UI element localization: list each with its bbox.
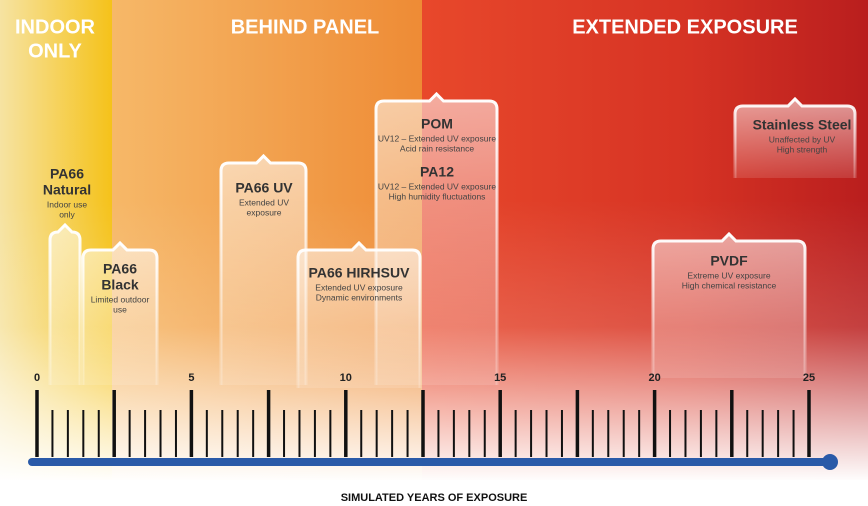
card	[735, 99, 855, 178]
card-border	[733, 96, 857, 178]
material-name: PA66	[103, 261, 137, 277]
card-border	[48, 222, 82, 385]
material-description: exposure	[247, 207, 282, 217]
card-border	[81, 240, 159, 385]
material-description: Indoor use	[47, 199, 87, 209]
zone-title: ONLY	[28, 40, 82, 62]
material-description: UV12 – Extended UV exposure	[378, 181, 496, 191]
material-name: PA66 UV	[235, 180, 293, 196]
tick-label: 5	[188, 372, 194, 384]
card	[653, 234, 805, 378]
material-description: High humidity fluctuations	[389, 191, 486, 201]
tick-label: 15	[494, 372, 506, 384]
zone-title: INDOOR	[15, 16, 96, 38]
material-description: Acid rain resistance	[400, 143, 474, 153]
tick-label: 0	[34, 372, 40, 384]
zone-title: EXTENDED EXPOSURE	[572, 16, 798, 38]
material-description: Dynamic environments	[316, 292, 402, 302]
tick-label: 20	[648, 372, 660, 384]
material-description: Limited outdoor	[91, 294, 150, 304]
material-name: PVDF	[710, 253, 748, 269]
material-description: High strength	[777, 144, 828, 154]
material-name: PA12	[420, 164, 454, 180]
card-border	[374, 91, 499, 385]
card	[376, 94, 497, 385]
tick-label: 10	[340, 372, 352, 384]
tick-label: 25	[803, 372, 815, 384]
material-description: Extended UV exposure	[315, 282, 403, 292]
material-name: Black	[101, 277, 139, 293]
material-name: PA66 HIRHSUV	[309, 265, 411, 281]
material-description: Extreme UV exposure	[687, 270, 770, 280]
material-description: Extended UV	[239, 197, 289, 207]
axis-label: SIMULATED YEARS OF EXPOSURE	[341, 492, 528, 504]
card-border	[651, 231, 807, 378]
material-description: UV12 – Extended UV exposure	[378, 133, 496, 143]
card	[221, 156, 306, 385]
zone-title: BEHIND PANEL	[231, 16, 380, 38]
material-description: only	[59, 209, 75, 219]
axis-end	[822, 454, 838, 470]
material-name: PA66	[50, 166, 84, 182]
card	[50, 225, 80, 385]
material-description: use	[113, 304, 127, 314]
material-description: High chemical resistance	[682, 280, 777, 290]
material-name: POM	[421, 116, 453, 132]
card-border	[219, 153, 308, 385]
material-name: Natural	[43, 182, 91, 198]
material-name: Stainless Steel	[753, 117, 852, 133]
material-description: Unaffected by UV	[769, 134, 836, 144]
card	[83, 243, 157, 385]
